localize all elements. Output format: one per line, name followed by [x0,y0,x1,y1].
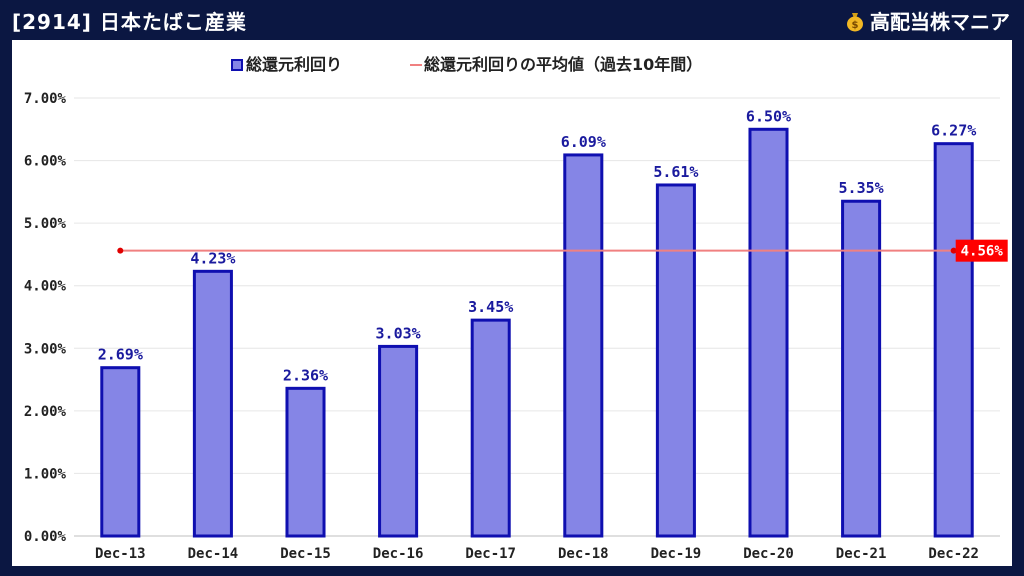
chart-panel: 0.00% 1.00% 2.00% 3.00% 4.00% 5.00% 6.00% 7.00%… [12,40,1012,566]
x-tick-label: Dec-19 [651,546,702,562]
y-tick-label: 3.00% [24,341,67,357]
data-label: 5.61% [653,163,698,181]
data-label: 2.69% [98,346,143,364]
chart: 0.00% 1.00% 2.00% 3.00% 4.00% 5.00% 6.00% 7.00%… [24,55,1008,562]
x-tick-label: Dec-16 [373,546,424,562]
data-label: 4.23% [190,249,235,267]
bar [748,127,789,538]
y-tick-label: 7.00% [24,91,67,107]
data-label: 5.35% [839,179,884,197]
data-label: 6.09% [561,133,606,151]
data-label: 6.27% [931,122,976,140]
x-tick-label: Dec-13 [95,546,146,562]
bar [563,153,604,538]
x-tick-label: Dec-15 [280,546,331,562]
bar [655,183,696,538]
page-title: [2914] 日本たばこ産業 [12,10,247,34]
legend-line-label: 総還元利回りの平均値（過去10年間） [424,55,702,74]
bar [841,199,882,538]
data-label: 2.36% [283,366,328,384]
bar [933,142,974,538]
x-tick-label: Dec-17 [465,546,516,562]
legend-bar-label: 総還元利回り [246,55,342,74]
brand-name: 高配当株マニア [870,10,1010,34]
y-tick-label: 6.00% [24,154,67,170]
bar [192,269,233,538]
x-tick-label: Dec-18 [558,546,609,562]
data-label: 6.50% [746,107,791,125]
average-line-start-point [117,247,124,254]
bar [378,344,419,538]
data-label: 3.45% [468,298,513,316]
data-label: 3.03% [376,324,421,342]
x-tick-label: Dec-14 [188,546,239,562]
y-tick-label: 4.00% [24,279,67,295]
y-tick-label: 1.00% [24,466,67,482]
y-tick-label: 5.00% [24,216,67,232]
bar [100,366,141,538]
x-tick-label: Dec-21 [836,546,887,562]
x-tick-label: Dec-20 [743,546,794,562]
average-line-end-point [950,247,957,254]
header-bar: [2914] 日本たばこ産業 $ 高配当株マニア [0,0,1024,40]
legend-bar-swatch [231,59,243,71]
brand-logo: $ 高配当株マニア [844,6,1010,35]
x-tick-label: Dec-22 [928,546,979,562]
bar [470,318,511,538]
average-label: 4.56% [961,244,1004,260]
money-bag-icon: $ [847,12,863,31]
svg-text:$: $ [852,20,859,31]
y-tick-label: 2.00% [24,404,67,420]
average-label-box [955,239,1008,262]
bar [285,386,326,538]
y-tick-label: 0.00% [24,529,67,545]
